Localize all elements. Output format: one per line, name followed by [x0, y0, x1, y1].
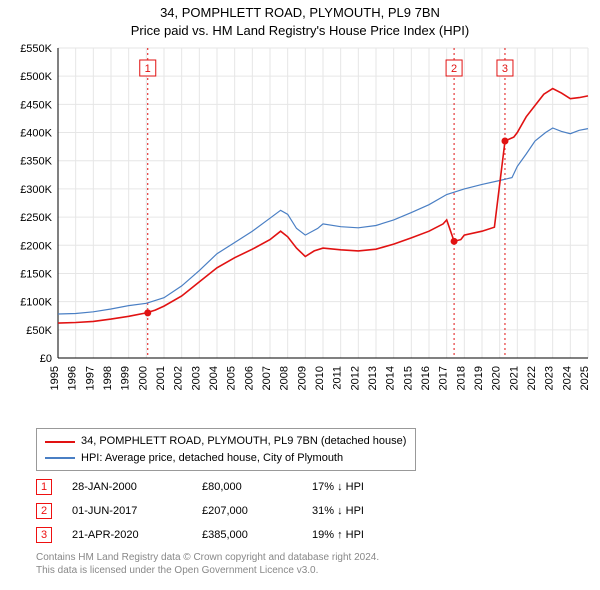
svg-text:2021: 2021	[508, 366, 520, 390]
svg-text:2024: 2024	[561, 366, 573, 390]
svg-text:2005: 2005	[226, 366, 238, 390]
svg-text:2007: 2007	[261, 366, 273, 390]
svg-text:2020: 2020	[491, 366, 503, 390]
svg-text:£250K: £250K	[20, 212, 52, 224]
svg-text:1999: 1999	[120, 366, 132, 390]
svg-text:2016: 2016	[420, 366, 432, 390]
sale-marker: 1	[36, 479, 52, 495]
chart-header: 34, POMPHLETT ROAD, PLYMOUTH, PL9 7BN Pr…	[0, 0, 600, 42]
footer-line-1: Contains HM Land Registry data © Crown c…	[36, 551, 588, 564]
sale-delta: 17% ↓ HPI	[312, 481, 422, 493]
svg-text:2014: 2014	[385, 366, 397, 390]
legend-label-hpi: HPI: Average price, detached house, City…	[81, 450, 343, 467]
sale-delta: 31% ↓ HPI	[312, 505, 422, 517]
legend-label-property: 34, POMPHLETT ROAD, PLYMOUTH, PL9 7BN (d…	[81, 433, 406, 450]
sale-price: £385,000	[202, 529, 312, 541]
price-chart: £0 £50K £100K £150K £200K £250K £300K £350K £400…	[0, 42, 600, 422]
svg-text:2018: 2018	[455, 366, 467, 390]
sale-price: £207,000	[202, 505, 312, 517]
footer-line-2: This data is licensed under the Open Gov…	[36, 564, 588, 577]
svg-text:2000: 2000	[137, 366, 149, 390]
svg-text:£50K: £50K	[26, 325, 52, 337]
svg-text:2017: 2017	[438, 366, 450, 390]
legend-swatch-hpi	[45, 457, 75, 459]
chart-legend: 34, POMPHLETT ROAD, PLYMOUTH, PL9 7BN (d…	[36, 428, 416, 471]
sales-table: 1 28-JAN-2000 £80,000 17% ↓ HPI 2 01-JUN…	[36, 479, 588, 543]
svg-text:£300K: £300K	[20, 184, 52, 196]
sale-row: 1 28-JAN-2000 £80,000 17% ↓ HPI	[36, 479, 588, 495]
svg-text:2015: 2015	[402, 366, 414, 390]
svg-text:2: 2	[451, 63, 457, 75]
svg-text:2004: 2004	[208, 366, 220, 390]
legend-item-hpi: HPI: Average price, detached house, City…	[45, 450, 407, 467]
svg-text:£150K: £150K	[20, 269, 52, 281]
svg-text:2001: 2001	[155, 366, 167, 390]
svg-text:£550K: £550K	[20, 43, 52, 55]
svg-text:2006: 2006	[243, 366, 255, 390]
svg-text:2025: 2025	[579, 366, 591, 390]
svg-text:£500K: £500K	[20, 72, 52, 84]
svg-text:2012: 2012	[349, 366, 361, 390]
svg-text:2010: 2010	[314, 366, 326, 390]
svg-text:£350K: £350K	[20, 156, 52, 168]
svg-text:2019: 2019	[473, 366, 485, 390]
svg-text:1997: 1997	[84, 366, 96, 390]
legend-item-property: 34, POMPHLETT ROAD, PLYMOUTH, PL9 7BN (d…	[45, 433, 407, 450]
sale-date: 21-APR-2020	[72, 529, 202, 541]
svg-text:2008: 2008	[279, 366, 291, 390]
sale-marker: 2	[36, 503, 52, 519]
svg-text:2003: 2003	[190, 366, 202, 390]
svg-text:£450K: £450K	[20, 100, 52, 112]
svg-text:1998: 1998	[102, 366, 114, 390]
svg-text:2002: 2002	[173, 366, 185, 390]
svg-text:2009: 2009	[296, 366, 308, 390]
svg-text:£0: £0	[40, 353, 52, 365]
sale-date: 28-JAN-2000	[72, 481, 202, 493]
sale-date: 01-JUN-2017	[72, 505, 202, 517]
svg-text:2013: 2013	[367, 366, 379, 390]
legend-swatch-property	[45, 441, 75, 443]
svg-text:£400K: £400K	[20, 128, 52, 140]
svg-text:3: 3	[502, 63, 508, 75]
svg-text:2022: 2022	[526, 366, 538, 390]
svg-text:2011: 2011	[332, 366, 344, 390]
svg-text:£100K: £100K	[20, 297, 52, 309]
svg-text:1995: 1995	[49, 366, 61, 390]
svg-text:1: 1	[145, 63, 151, 75]
sale-row: 2 01-JUN-2017 £207,000 31% ↓ HPI	[36, 503, 588, 519]
sale-price: £80,000	[202, 481, 312, 493]
chart-area: £0 £50K £100K £150K £200K £250K £300K £350K £400…	[0, 42, 600, 422]
chart-subtitle: Price paid vs. HM Land Registry's House …	[0, 22, 600, 40]
sale-row: 3 21-APR-2020 £385,000 19% ↑ HPI	[36, 527, 588, 543]
footer-attribution: Contains HM Land Registry data © Crown c…	[36, 551, 588, 577]
svg-text:1996: 1996	[67, 366, 79, 390]
svg-text:2023: 2023	[544, 366, 556, 390]
sale-delta: 19% ↑ HPI	[312, 529, 422, 541]
svg-text:£200K: £200K	[20, 241, 52, 253]
chart-title: 34, POMPHLETT ROAD, PLYMOUTH, PL9 7BN	[0, 4, 600, 22]
sale-marker: 3	[36, 527, 52, 543]
